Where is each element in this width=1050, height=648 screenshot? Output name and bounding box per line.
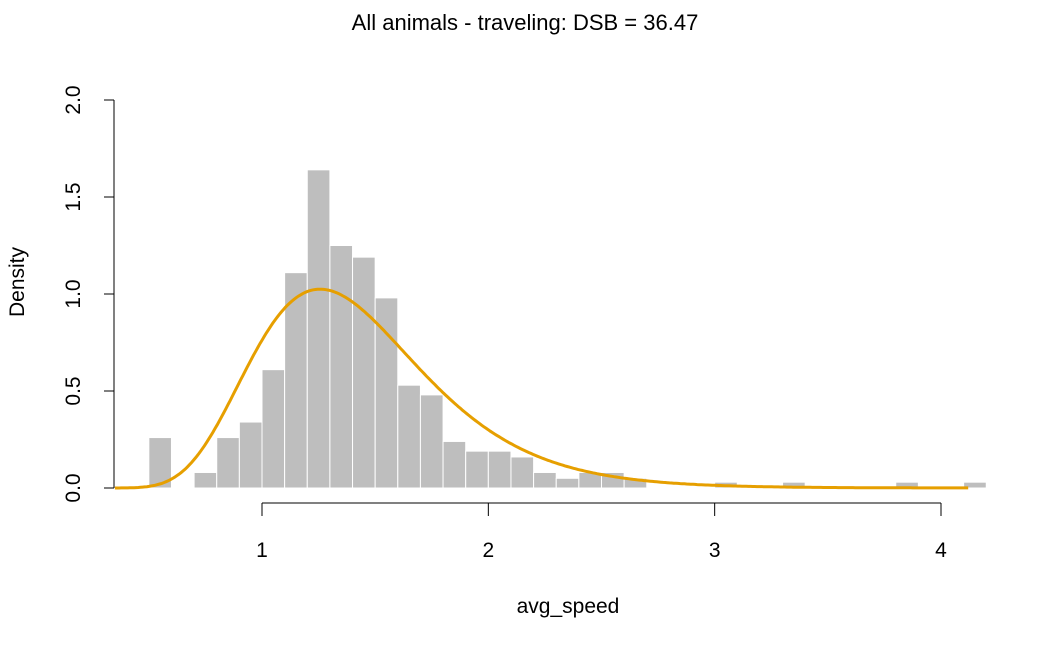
y-axis-label: Density xyxy=(6,246,29,317)
histogram-bar xyxy=(261,369,286,489)
histogram-bar xyxy=(148,437,172,489)
y-tick-label: 1.0 xyxy=(62,279,85,308)
chart-title: All animals - traveling: DSB = 36.47 xyxy=(352,10,699,35)
histogram-bar xyxy=(216,437,240,489)
y-axis: 0.0 0.5 1.0 1.5 2.0 xyxy=(62,85,115,503)
histogram-bar xyxy=(510,456,535,489)
histogram-bar xyxy=(487,450,512,489)
y-tick-label: 0.0 xyxy=(62,473,85,502)
histogram-bar xyxy=(465,450,489,489)
histogram-bar xyxy=(555,477,580,489)
y-tick-label: 0.5 xyxy=(62,376,85,405)
histogram-bar xyxy=(442,440,467,489)
histogram-bar xyxy=(306,169,331,489)
histogram-bar xyxy=(963,481,987,489)
density-curve xyxy=(114,287,969,490)
x-axis-label: avg_speed xyxy=(517,595,620,618)
histogram-bar xyxy=(193,471,218,489)
histogram-bar xyxy=(397,384,421,489)
histogram-bar xyxy=(238,421,263,489)
histogram-bar xyxy=(419,394,444,489)
y-tick-label: 1.5 xyxy=(62,182,85,211)
x-axis: 1 2 3 4 xyxy=(256,502,947,562)
x-tick-label: 3 xyxy=(709,539,721,562)
histogram-bar xyxy=(533,471,557,489)
y-tick-label: 2.0 xyxy=(62,85,85,114)
x-tick-label: 1 xyxy=(256,539,268,562)
x-tick-label: 4 xyxy=(935,539,947,562)
histogram-bar xyxy=(352,256,376,489)
histogram-bars xyxy=(148,169,987,489)
x-tick-label: 2 xyxy=(482,539,494,562)
histogram-bar xyxy=(329,245,354,489)
